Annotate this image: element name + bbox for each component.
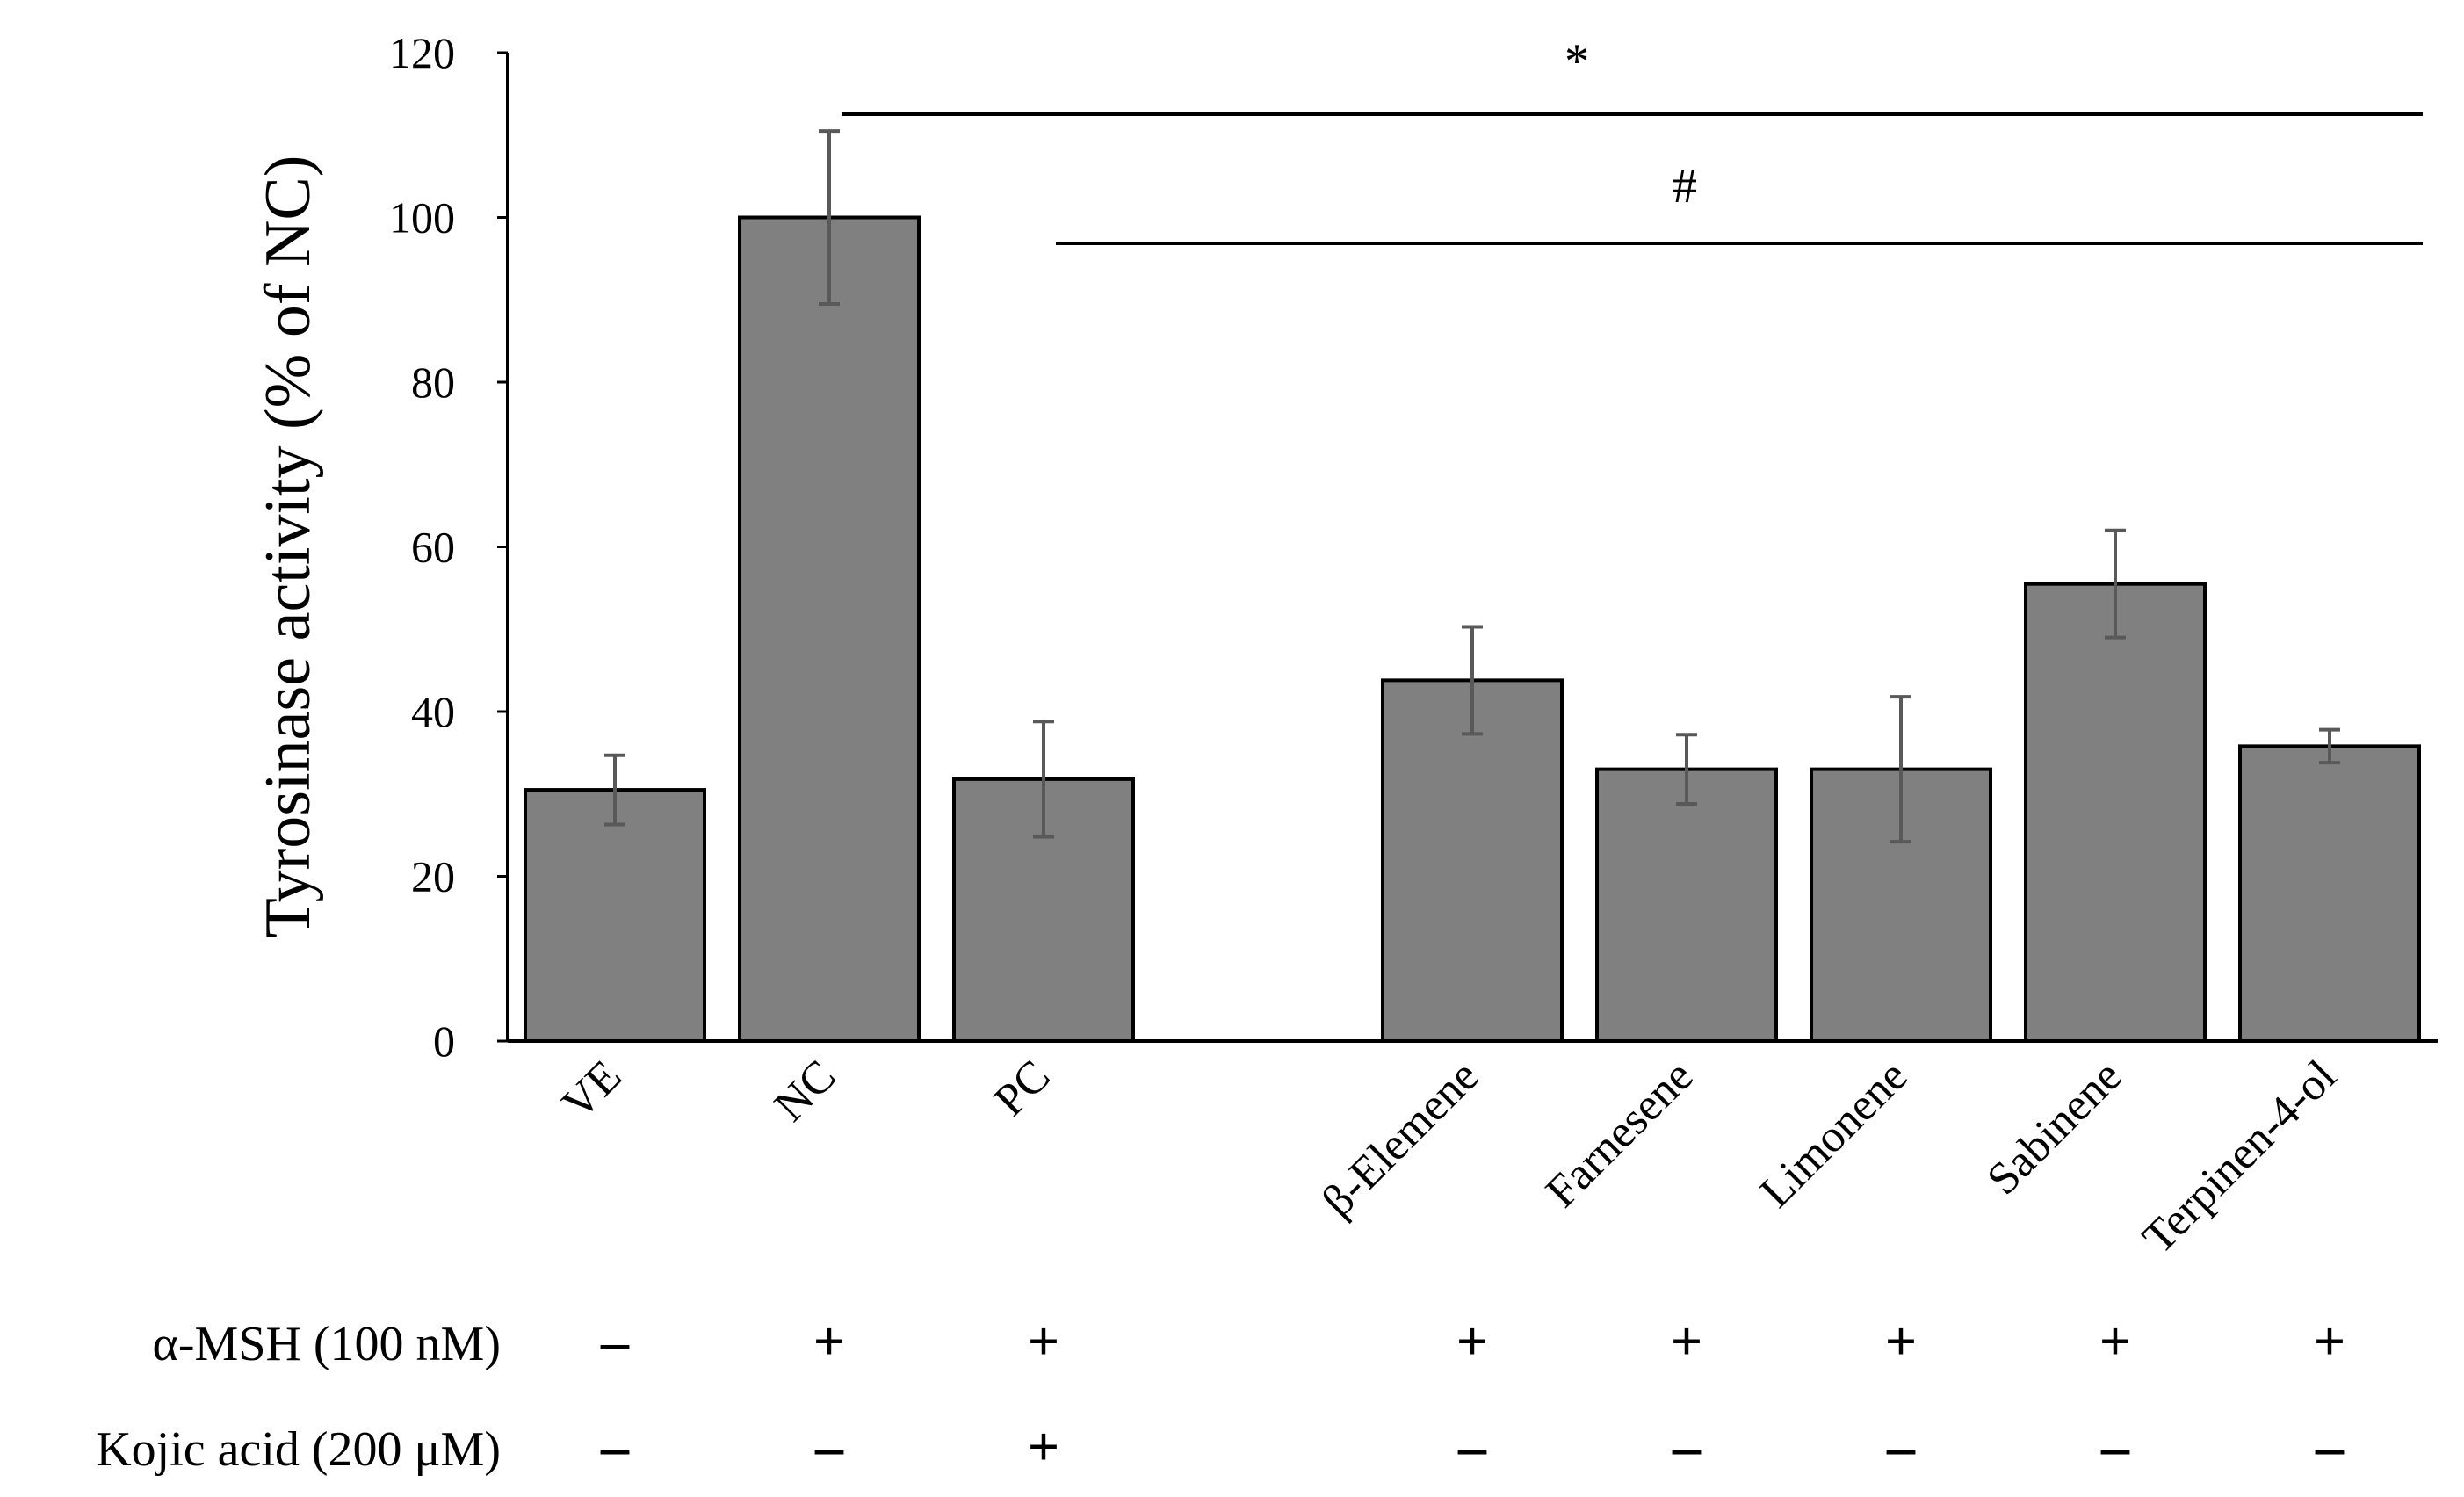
sign-minus: – [2315, 1415, 2345, 1478]
category-label-sabinene: Sabinene [1977, 1051, 2131, 1204]
sign-minus: – [600, 1310, 630, 1372]
sign-plus: + [1028, 1310, 1059, 1372]
category-label-pc: PC [985, 1051, 1059, 1125]
sign-minus: – [1886, 1415, 1916, 1478]
significance-symbol-hash: # [1673, 159, 1697, 213]
category-label-ve: VE [553, 1051, 631, 1129]
sign-plus: + [1456, 1310, 1488, 1372]
category-label-farnesene: Farnesene [1536, 1051, 1702, 1217]
y-axis-label: Tyrosinase activity (% of NC) [252, 155, 324, 938]
y-tick-label: 120 [389, 28, 455, 77]
sign-minus: – [1672, 1415, 1702, 1478]
y-tick-label: 60 [411, 523, 455, 572]
significance-markers: *# [842, 34, 2423, 245]
y-tick-label: 0 [433, 1016, 455, 1066]
sign-minus: – [2100, 1415, 2130, 1478]
treatment-row-label: Kojic acid (200 μM) [96, 1422, 501, 1477]
sign-minus: – [814, 1415, 844, 1478]
sign-plus: + [1028, 1415, 1059, 1478]
sign-plus: + [2314, 1310, 2345, 1372]
category-labels: VE NC PC β-Elemene Farnesene Limonene Sabinene… [553, 1051, 2345, 1263]
bar-farnesene [1595, 767, 1778, 1043]
treatment-row-label: α-MSH (100 nM) [153, 1317, 501, 1371]
y-tick-labels: 0 20 40 60 80 100 120 [389, 28, 508, 1066]
y-tick-label: 40 [411, 687, 455, 736]
bar-elemene [1381, 678, 1564, 1043]
category-label-terpinen-4-ol: Terpinen-4-ol [2134, 1051, 2346, 1263]
bar-nc [738, 215, 921, 1043]
sign-minus: – [1457, 1415, 1487, 1478]
category-label-elemene: β-Elemene [1313, 1051, 1489, 1226]
category-label-limonene: Limonene [1751, 1051, 1917, 1217]
bar-sabinene [2024, 582, 2207, 1043]
sign-plus: + [2099, 1310, 2131, 1372]
bar-ve [524, 788, 706, 1043]
error-bars-layer [604, 129, 2340, 844]
treatment-rows: α-MSH (100 nM) – + + + + + + + Kojic acid (200 μM… [96, 1310, 2345, 1478]
sign-plus: + [1671, 1310, 1702, 1372]
bar-terpinen-4-ol [2238, 744, 2421, 1043]
significance-symbol-star: * [1564, 34, 1589, 89]
category-label-nc: NC [765, 1051, 845, 1131]
sign-minus: – [600, 1415, 630, 1478]
y-tick-label: 20 [411, 852, 455, 901]
sign-plus: + [813, 1310, 845, 1372]
sign-plus: + [1885, 1310, 1917, 1372]
y-tick-label: 100 [389, 193, 455, 242]
y-tick-label: 80 [411, 358, 455, 407]
